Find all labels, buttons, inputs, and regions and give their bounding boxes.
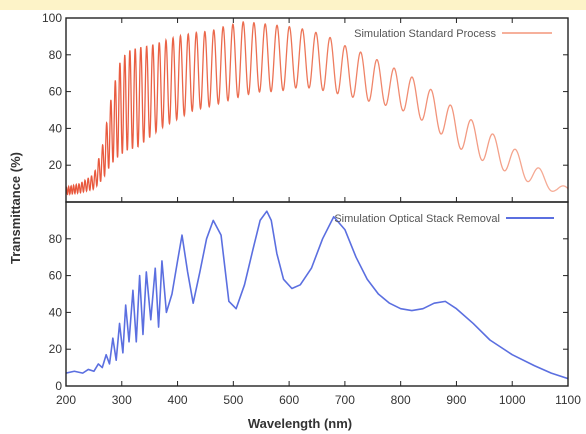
- bottom-y-tick-label: 60: [49, 269, 63, 283]
- top-y-tick-label: 60: [49, 85, 63, 99]
- x-tick-label: 200: [56, 393, 76, 407]
- x-tick-label: 1000: [499, 393, 526, 407]
- top-y-tick-label: 80: [49, 48, 63, 62]
- bottom-y-tick-label: 40: [49, 305, 63, 319]
- y-axis-label: Transmittance (%): [8, 152, 23, 264]
- x-axis-label: Wavelength (nm): [248, 416, 352, 431]
- top-y-tick-label: 20: [49, 158, 63, 172]
- x-tick-label: 800: [391, 393, 411, 407]
- top-y-tick-label: 100: [42, 11, 62, 25]
- legend-label-standard-process: Simulation Standard Process: [354, 28, 496, 40]
- top-plot-frame: [65, 17, 569, 203]
- series-line-standard-process: [66, 20, 568, 196]
- x-tick-label: 400: [168, 393, 188, 407]
- legend-label-optical-stack-removal: Simulation Optical Stack Removal: [334, 213, 500, 225]
- bottom-y-tick-label: 0: [55, 379, 62, 393]
- bottom-y-tick-label: 80: [49, 232, 63, 246]
- x-tick-label: 600: [279, 393, 299, 407]
- x-tick-label: 700: [335, 393, 355, 407]
- x-tick-label: 300: [112, 393, 132, 407]
- bottom-plot-frame: [65, 201, 569, 387]
- bottom-y-tick-label: 20: [49, 342, 63, 356]
- series-line-optical-stack-removal: [66, 210, 568, 380]
- x-tick-label: 1100: [555, 393, 581, 407]
- x-tick-label: 900: [446, 393, 466, 407]
- top-y-tick-label: 40: [49, 121, 63, 135]
- top-band: [0, 0, 586, 10]
- x-tick-label: 500: [223, 393, 243, 407]
